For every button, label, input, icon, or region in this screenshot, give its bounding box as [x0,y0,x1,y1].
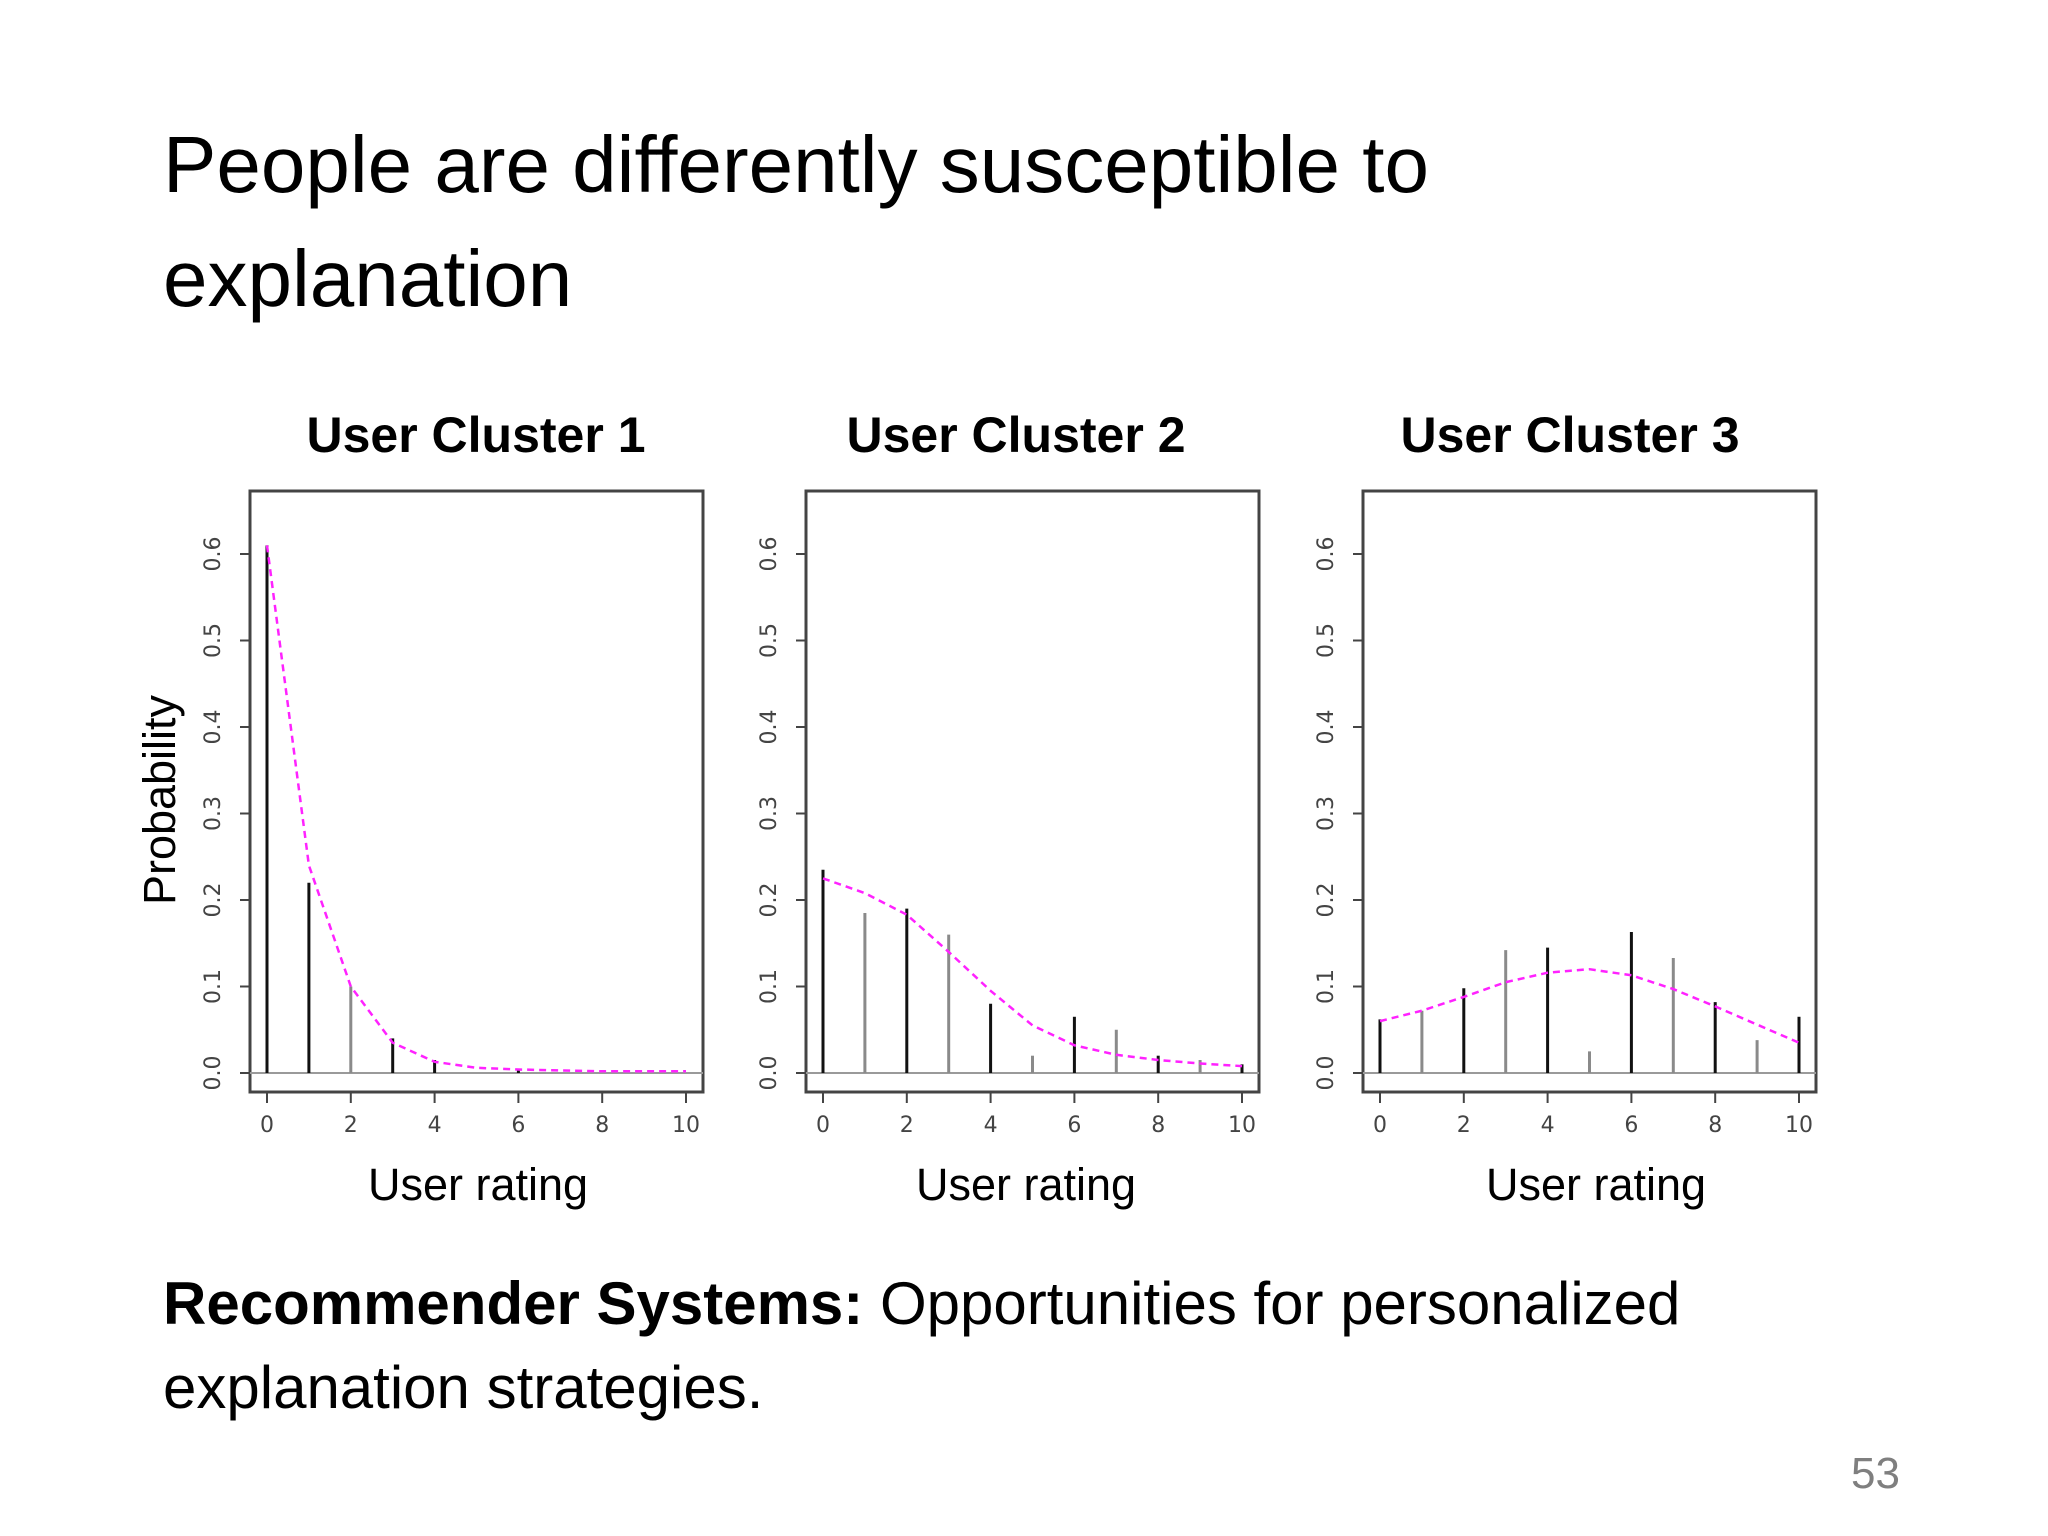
x-axis-label-cluster-3: User rating [1485,1159,1707,1210]
x-tick-label-cluster-2-0: 0 [816,1113,830,1138]
x-axis-label-cluster-2: User rating [915,1159,1137,1210]
page-number: 53 [1851,1449,1900,1498]
x-tick-label-cluster-1-3: 6 [511,1113,525,1138]
fit-curve-cluster-3 [1379,967,1800,1044]
y-tick-label-cluster-2-3: 0.3 [757,796,782,831]
x-tick-label-cluster-2-4: 8 [1151,1113,1165,1138]
y-tick-label-cluster-3-3: 0.3 [1314,796,1339,831]
x-tick-label-cluster-2-2: 4 [984,1113,998,1138]
x-tick-label-cluster-3-1: 2 [1457,1113,1471,1138]
y-tick-label-cluster-2-5: 0.5 [757,623,782,658]
x-tick-label-cluster-2-3: 6 [1067,1113,1081,1138]
y-tick-label-cluster-2-4: 0.4 [757,710,782,745]
x-tick-label-cluster-3-3: 6 [1624,1113,1638,1138]
fit-curve-cluster-1 [265,545,686,1073]
x-tick-label-cluster-3-5: 10 [1785,1113,1813,1138]
x-tick-label-cluster-3-2: 4 [1541,1113,1555,1138]
x-tick-label-cluster-1-4: 8 [595,1113,609,1138]
plot-frame-cluster-2 [804,489,1261,1094]
x-tick-label-cluster-2-1: 2 [900,1113,914,1138]
slide-caption: Recommender Systems: Opportunities for p… [163,1262,1813,1430]
y-tick-label-cluster-1-1: 0.1 [201,969,226,1004]
y-tick-label-cluster-2-1: 0.1 [757,969,782,1004]
x-tick-label-cluster-1-0: 0 [260,1113,274,1138]
y-tick-label-cluster-1-4: 0.4 [201,710,226,745]
x-tick-label-cluster-1-5: 10 [672,1113,700,1138]
y-tick-label-cluster-1-0: 0.0 [201,1056,226,1091]
y-tick-label-cluster-3-2: 0.2 [1314,883,1339,918]
y-tick-label-cluster-2-6: 0.6 [757,537,782,572]
chart-title-cluster-3: User Cluster 3 [1400,407,1740,463]
y-tick-label-cluster-2-2: 0.2 [757,883,782,918]
x-tick-label-cluster-1-2: 4 [428,1113,442,1138]
y-tick-label-cluster-1-5: 0.5 [201,623,226,658]
caption-bold: Recommender Systems: [163,1270,864,1337]
x-axis-label-cluster-1: User rating [367,1159,589,1210]
slide-title: People are differently susceptible to ex… [163,120,1429,323]
y-tick-label-cluster-2-0: 0.0 [757,1056,782,1091]
y-tick-label-cluster-3-6: 0.6 [1314,537,1339,572]
y-tick-label-cluster-3-4: 0.4 [1314,710,1339,745]
fit-curve-cluster-2 [822,877,1243,1068]
chart-title-cluster-2: User Cluster 2 [846,407,1186,463]
x-tick-label-cluster-3-4: 8 [1708,1113,1722,1138]
x-tick-label-cluster-2-5: 10 [1228,1113,1256,1138]
x-tick-label-cluster-1-1: 2 [344,1113,358,1138]
plot-frame-cluster-3 [1361,489,1818,1094]
y-tick-label-cluster-1-3: 0.3 [201,796,226,831]
chart-title-cluster-1: User Cluster 1 [306,407,646,463]
plot-frame-cluster-1 [248,489,705,1094]
y-tick-label-cluster-3-1: 0.1 [1314,969,1339,1004]
caption-text: Opportunities for personalized explanati… [163,1270,1681,1421]
x-tick-label-cluster-3-0: 0 [1373,1113,1387,1138]
y-tick-label-cluster-1-2: 0.2 [201,883,226,918]
y-tick-label-cluster-3-0: 0.0 [1314,1056,1339,1091]
y-tick-label-cluster-3-5: 0.5 [1314,623,1339,658]
y-tick-label-cluster-1-6: 0.6 [201,537,226,572]
